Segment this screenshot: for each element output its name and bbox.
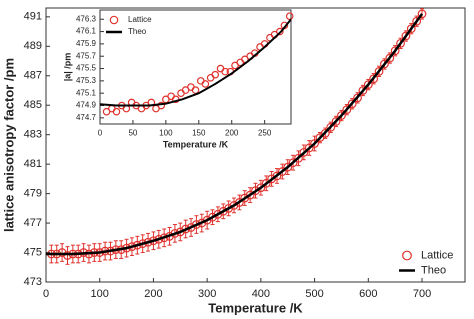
data-point bbox=[417, 9, 427, 19]
y-tick-label: 479 bbox=[24, 188, 42, 200]
x-tick-label: 200 bbox=[144, 288, 162, 300]
data-point bbox=[310, 139, 319, 148]
legend-label: Lattice bbox=[421, 249, 453, 261]
data-point bbox=[234, 198, 244, 207]
x-tick-label: 0 bbox=[43, 288, 49, 300]
data-point bbox=[283, 162, 293, 172]
y-tick-label: 483 bbox=[24, 129, 42, 141]
data-point bbox=[256, 183, 266, 193]
data-point bbox=[331, 117, 341, 126]
x-tick-label: 600 bbox=[359, 288, 377, 300]
x-tick-label: 200 bbox=[225, 128, 239, 137]
legend-label: Theo bbox=[128, 27, 147, 36]
data-point bbox=[277, 167, 287, 176]
data-point bbox=[299, 147, 309, 157]
x-tick-label: 100 bbox=[159, 128, 173, 137]
y-tick-label: 474.7 bbox=[76, 113, 97, 122]
x-tick-label: 50 bbox=[128, 128, 137, 137]
y-tick-label: 476.1 bbox=[76, 27, 97, 36]
x-tick-label: 300 bbox=[198, 288, 216, 300]
y-tick-label: 491 bbox=[24, 11, 42, 23]
data-point bbox=[261, 178, 271, 188]
y-tick-label: 475.9 bbox=[76, 39, 97, 48]
x-tick-label: 150 bbox=[192, 128, 206, 137]
legend-label: Theo bbox=[421, 264, 446, 276]
y-tick-label: 477 bbox=[24, 217, 42, 229]
data-point bbox=[369, 74, 379, 84]
y-tick-label: 475.1 bbox=[76, 88, 97, 97]
data-point bbox=[363, 80, 373, 90]
y-axis-title: |a| /pm bbox=[62, 53, 72, 82]
theory-line bbox=[99, 18, 292, 107]
data-point bbox=[396, 38, 405, 48]
y-tick-label: 475 bbox=[24, 246, 42, 258]
data-point bbox=[191, 86, 200, 94]
data-point bbox=[401, 31, 411, 41]
data-point bbox=[192, 220, 201, 229]
data-point bbox=[326, 122, 336, 132]
data-point bbox=[245, 190, 255, 200]
legend-marker bbox=[109, 15, 119, 25]
x-tick-label: 700 bbox=[413, 288, 431, 300]
x-axis-title: Temperature /K bbox=[163, 139, 229, 149]
x-tick-label: 0 bbox=[98, 128, 103, 137]
y-axis-title: lattice anisotropy factor /pm bbox=[1, 58, 16, 232]
data-point bbox=[201, 80, 210, 88]
data-point bbox=[315, 133, 325, 143]
data-point bbox=[112, 107, 121, 116]
y-tick-label: 476.3 bbox=[76, 14, 97, 23]
data-point bbox=[304, 143, 314, 153]
theory-line bbox=[46, 13, 424, 256]
x-tick-label: 250 bbox=[258, 128, 272, 137]
x-axis-title: Temperature /K bbox=[208, 300, 303, 315]
data-point bbox=[390, 46, 400, 56]
legend-label: Lattice bbox=[128, 15, 152, 24]
x-tick-label: 400 bbox=[252, 288, 270, 300]
data-point bbox=[288, 158, 298, 168]
data-point bbox=[276, 27, 284, 36]
legend-marker bbox=[402, 250, 412, 261]
data-point bbox=[380, 59, 389, 69]
y-tick-label: 475.7 bbox=[76, 51, 97, 60]
data-point bbox=[406, 24, 416, 34]
y-tick-label: 489 bbox=[24, 40, 42, 52]
y-tick-label: 485 bbox=[24, 99, 42, 111]
data-point bbox=[374, 66, 384, 76]
y-tick-label: 475.5 bbox=[76, 64, 97, 73]
data-point bbox=[412, 16, 422, 26]
data-point bbox=[221, 67, 229, 76]
y-tick-label: 481 bbox=[24, 158, 42, 170]
data-point bbox=[358, 86, 368, 95]
data-point bbox=[353, 93, 362, 103]
data-point bbox=[320, 128, 330, 138]
data-point bbox=[211, 70, 220, 79]
y-tick-label: 475.3 bbox=[76, 76, 97, 85]
y-tick-label: 487 bbox=[24, 70, 42, 82]
x-tick-label: 100 bbox=[91, 288, 109, 300]
data-point bbox=[385, 53, 395, 63]
y-tick-label: 473 bbox=[24, 276, 42, 288]
data-point bbox=[272, 171, 282, 181]
data-point bbox=[337, 111, 346, 120]
data-point bbox=[342, 105, 352, 115]
data-point bbox=[63, 251, 72, 260]
data-point bbox=[294, 153, 303, 163]
data-point bbox=[347, 99, 357, 109]
x-tick-label: 500 bbox=[305, 288, 323, 300]
y-tick-label: 474.9 bbox=[76, 101, 97, 110]
